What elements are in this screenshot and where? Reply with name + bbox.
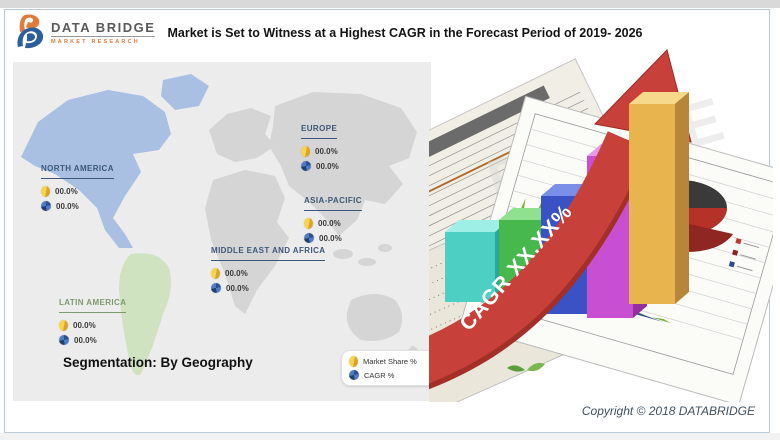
content-frame: DATA BRIDGE MARKET RESEARCH Market is Se…: [4, 9, 780, 437]
region-middle-east-africa: MIDDLE EAST AND AFRICA 00.0% 00.0%: [211, 240, 326, 293]
page-title: Market is Set to Witness at a Highest CA…: [167, 26, 643, 40]
legend-market-share-label: Market Share %: [363, 357, 417, 366]
market-share-value: 00.0%: [73, 321, 96, 330]
cagr-stat: 00.0%: [301, 161, 339, 171]
market-share-stat: 00.0%: [41, 186, 114, 197]
copyright-text: Copyright © 2018 DATABRIDGE: [581, 404, 755, 418]
island-shape: [358, 258, 376, 266]
logo-tagline: MARKET RESEARCH: [51, 38, 140, 45]
cagr-globe-icon: [211, 283, 221, 293]
databridge-b-icon: [17, 14, 44, 49]
logo-name: DATA BRIDGE: [51, 19, 156, 37]
region-north-america: NORTH AMERICA 00.0% 00.0%: [41, 158, 114, 211]
cagr-value: 00.0%: [316, 161, 339, 171]
market-share-icon: [349, 356, 358, 367]
top-strip: [0, 0, 780, 8]
africa-shape: [205, 170, 289, 314]
market-share-stat: 00.0%: [211, 268, 325, 279]
legend-cagr-label: CAGR %: [364, 370, 395, 380]
australia-shape: [346, 294, 403, 341]
region-name: EUROPE: [301, 124, 338, 139]
market-share-value: 00.0%: [315, 147, 338, 156]
greenland-shape: [161, 74, 209, 110]
island-shape: [333, 249, 353, 259]
market-share-icon: [41, 186, 50, 197]
cagr-globe-icon: [304, 233, 314, 243]
cagr-globe-icon: [301, 161, 311, 171]
growth-chart-illustration: BRIDGE: [318, 40, 780, 437]
bar-gold: [629, 92, 689, 304]
south-america-shape: [119, 253, 171, 376]
market-share-icon: [59, 320, 68, 331]
cagr-globe-icon: [41, 201, 51, 211]
market-share-stat: 00.0%: [304, 218, 362, 229]
cagr-value: 00.0%: [74, 335, 97, 345]
cagr-stat: 00.0%: [211, 283, 325, 293]
market-share-value: 00.0%: [55, 187, 78, 196]
cagr-stat: 00.0%: [41, 201, 114, 211]
north-america-shape: [21, 90, 171, 248]
region-name: NORTH AMERICA: [41, 164, 114, 179]
market-share-icon: [211, 268, 220, 279]
region-europe: EUROPE 00.0% 00.0%: [301, 118, 339, 171]
europe-shape: [209, 108, 275, 162]
legend-cagr: CAGR %: [349, 370, 433, 380]
cagr-globe-icon: [349, 370, 359, 380]
market-share-value: 00.0%: [318, 219, 341, 228]
cagr-value: 00.0%: [319, 233, 342, 243]
island-shape: [378, 244, 392, 252]
market-share-stat: 00.0%: [301, 146, 339, 157]
databridge-logo: DATA BRIDGE MARKET RESEARCH: [15, 14, 156, 50]
market-share-icon: [304, 218, 313, 229]
cagr-stat: 00.0%: [59, 335, 126, 345]
market-share-stat: 00.0%: [59, 320, 126, 331]
market-share-value: 00.0%: [225, 269, 248, 278]
asia-shape: [269, 92, 417, 236]
region-name: LATIN AMERICA: [59, 298, 127, 313]
cagr-value: 00.0%: [56, 201, 79, 211]
cagr-stat: 00.0%: [304, 233, 362, 243]
market-share-icon: [301, 146, 310, 157]
region-asia-pacific: ASIA-PACIFIC 00.0% 00.0%: [304, 190, 362, 243]
cagr-value: 00.0%: [226, 283, 249, 293]
bottom-strip: [0, 433, 780, 440]
region-name: MIDDLE EAST AND AFRICA: [211, 246, 326, 261]
cagr-globe-icon: [59, 335, 69, 345]
legend-market-share: Market Share %: [349, 356, 433, 367]
segmentation-label: Segmentation: By Geography: [63, 355, 253, 370]
region-name: ASIA-PACIFIC: [304, 196, 362, 211]
map-legend: Market Share % CAGR %: [341, 350, 441, 386]
world-map: [21, 74, 418, 376]
region-latin-america: LATIN AMERICA 00.0% 00.0%: [59, 292, 127, 345]
world-map-panel: NORTH AMERICA 00.0% 00.0% EUROPE 00.0% 0…: [13, 62, 441, 401]
sprout: [507, 362, 545, 372]
